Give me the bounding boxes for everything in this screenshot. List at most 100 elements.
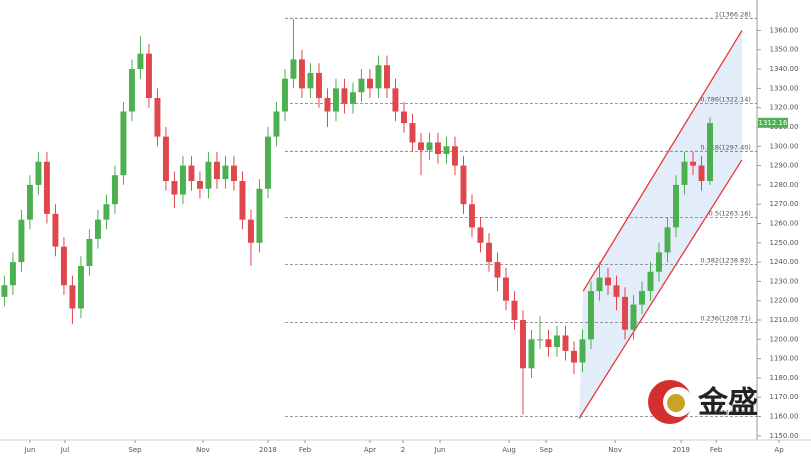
candle-body [417, 142, 424, 151]
fib-label: 0.618(1297.40) [700, 143, 751, 151]
candle-body [188, 165, 195, 182]
last-price-label: 1312.16 [759, 119, 788, 127]
x-tick-label: Jun [23, 446, 35, 454]
y-tick-label: 1200.00 [770, 335, 799, 343]
candle-body [120, 111, 127, 176]
candle-body [128, 69, 135, 112]
candle-body [290, 59, 297, 79]
candle-body [358, 78, 365, 93]
candle-body [639, 291, 645, 305]
candle-body [392, 88, 399, 112]
candle-body [43, 161, 50, 214]
candle-body [537, 339, 543, 341]
candle-body [554, 335, 560, 348]
candle-body [520, 320, 526, 369]
candle-body [647, 271, 654, 292]
x-tick-label: 2018 [259, 446, 277, 454]
candle-body [664, 227, 671, 253]
candle-body [332, 88, 339, 112]
candle-body [588, 291, 594, 340]
candle-body [443, 146, 450, 154]
channel-line [578, 159, 743, 419]
candle-body [60, 246, 67, 286]
candle-body [94, 219, 101, 239]
candle-body [281, 78, 288, 112]
x-tick-label: Feb [299, 446, 312, 454]
candle-body [162, 136, 169, 182]
candle-body [690, 161, 696, 166]
y-tick-label: 1340.00 [770, 65, 799, 73]
candle-body [596, 277, 603, 292]
candle-body [69, 285, 76, 309]
x-tick-label: Nov [196, 446, 210, 454]
candle-body [400, 111, 407, 124]
x-tick-label: Feb [710, 446, 723, 454]
y-tick-label: 1180.00 [770, 374, 799, 382]
y-tick-label: 1300.00 [770, 142, 799, 150]
channel-fill [579, 30, 742, 419]
candle-body [528, 339, 535, 369]
candle-body [264, 136, 271, 189]
x-tick-label: Jun [434, 446, 446, 454]
y-tick-label: 1210.00 [770, 316, 799, 324]
candle-body [222, 165, 229, 180]
candle-body [35, 161, 42, 185]
candle-body [469, 204, 475, 228]
channel-line [582, 30, 743, 292]
candle-body [341, 88, 348, 104]
candle-body [239, 181, 246, 220]
candle-body [179, 165, 186, 195]
candle-body [545, 339, 552, 348]
y-tick-label: 1330.00 [770, 84, 799, 92]
y-tick-label: 1280.00 [770, 181, 799, 189]
x-tick-label: Ap [774, 446, 784, 454]
fib-label: 0.236(1208.71) [700, 315, 751, 323]
candle-body [137, 53, 144, 70]
candle-body [1, 285, 8, 297]
candle-body [298, 59, 305, 89]
y-tick-label: 1220.00 [770, 297, 799, 305]
candle-body [613, 285, 620, 297]
logo-text: 金盛 [697, 386, 758, 421]
x-tick-label: Sep [128, 446, 142, 454]
candle-body [18, 219, 25, 263]
candle-body [9, 262, 16, 286]
candle-body [698, 165, 705, 182]
candle-body [434, 142, 441, 154]
candle-body [630, 304, 637, 330]
candle-body [486, 242, 492, 263]
y-tick-label: 1250.00 [770, 239, 799, 247]
candle-body [656, 252, 662, 272]
candle-body [426, 142, 433, 151]
y-tick-label: 1150.00 [770, 432, 799, 440]
candle-body [375, 65, 382, 89]
candle-body [86, 238, 93, 266]
candle-body [247, 219, 254, 243]
logo: 金盛 [648, 380, 758, 424]
y-tick-label: 1360.00 [770, 26, 799, 34]
candle-body [349, 92, 356, 104]
candle-body [681, 161, 688, 185]
fib-label: 0.5(1263.16) [709, 209, 751, 217]
candle-body [503, 277, 509, 301]
y-tick-label: 1350.00 [770, 46, 799, 54]
y-tick-label: 1170.00 [770, 393, 799, 401]
y-tick-label: 1190.00 [770, 355, 799, 363]
logo-coin [667, 394, 685, 412]
candle-body [273, 111, 280, 137]
candle-body [111, 175, 118, 205]
candle-body [409, 123, 416, 143]
candle-body [622, 296, 628, 330]
y-tick-label: 1320.00 [770, 104, 799, 112]
candle-body [196, 181, 203, 189]
candle-body [307, 72, 314, 89]
candle-body [707, 123, 713, 182]
candle-body [477, 227, 484, 243]
candle-body [562, 335, 569, 351]
candle-body [324, 98, 331, 112]
candle-body [213, 161, 220, 180]
candle-body [205, 161, 212, 189]
candle-body [103, 204, 110, 220]
